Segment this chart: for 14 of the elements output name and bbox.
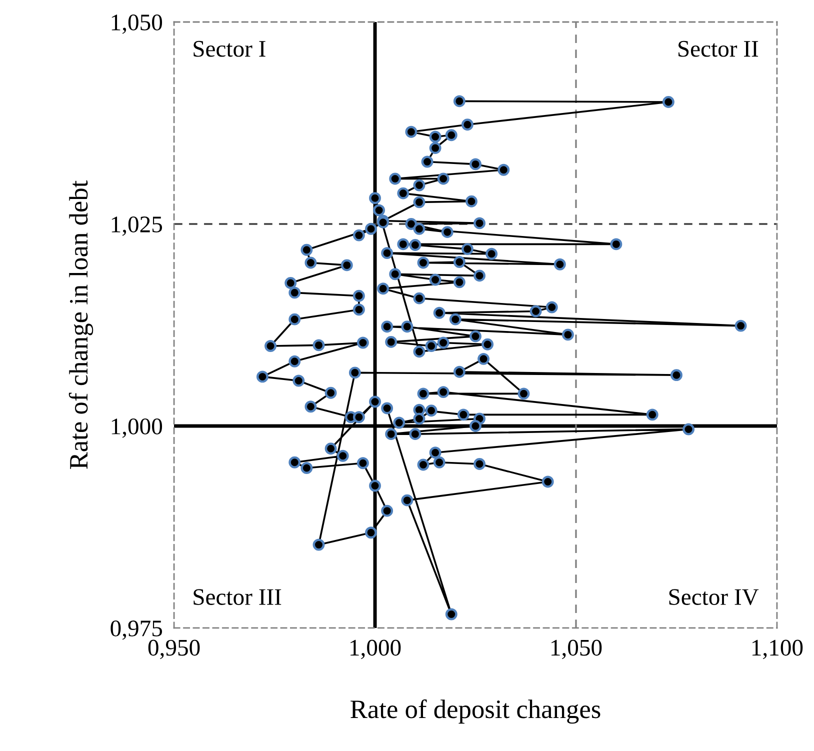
x-axis-title: Rate of deposit changes	[350, 699, 600, 724]
y-tick-label: 1,050	[112, 14, 162, 34]
y-axis-title: Rate of change in loan debt	[68, 180, 94, 469]
annotation: Sector II	[678, 40, 758, 57]
annotation: Sector IV	[669, 589, 759, 606]
x-tick-label: 1,100	[752, 640, 803, 660]
annotation: Sector III	[194, 589, 282, 606]
x-tick-label: 1,000	[350, 640, 401, 660]
x-tick-label: 1,050	[552, 640, 602, 660]
y-tick-label: 0,975	[110, 620, 162, 640]
x-tick-label: 0,950	[148, 640, 200, 660]
y-tick-label: 1,025	[112, 216, 162, 236]
y-tick-label: 1,000	[112, 418, 162, 438]
annotation: Sector I	[194, 40, 266, 57]
